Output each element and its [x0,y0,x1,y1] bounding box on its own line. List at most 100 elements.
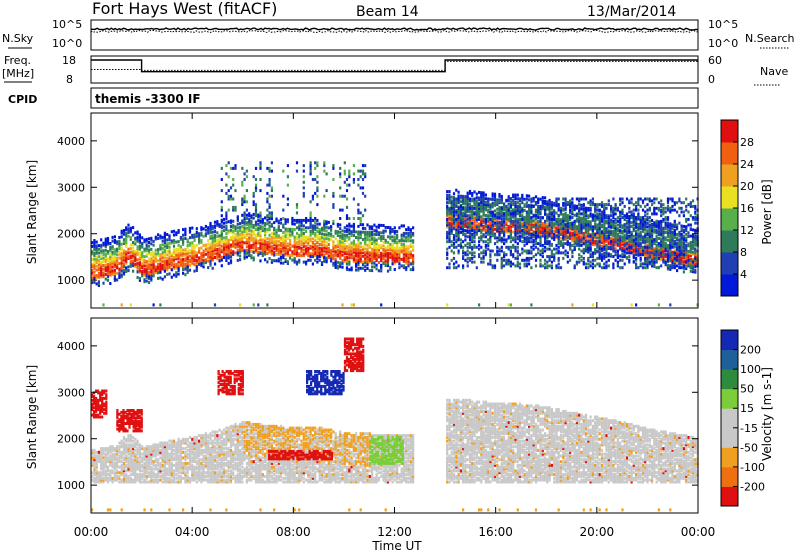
power-cell [141,258,144,262]
power-cell [141,264,144,268]
power-cell [548,264,551,268]
power-cell [491,234,494,238]
power-cell [448,214,451,218]
power-cell [489,221,492,225]
power-cell [578,243,581,247]
power-cell [539,238,542,242]
power-cell [623,236,626,240]
power-cell [452,262,456,266]
power-cell [487,214,490,218]
power-cell [493,194,497,198]
power-cell [491,201,494,205]
power-cell [473,245,476,249]
power-cell [564,197,567,201]
power-cell [154,237,157,241]
power-cell [316,175,319,179]
power-cell [348,175,351,179]
power-cell [523,232,526,236]
power-cell [484,201,487,205]
power-cell [305,226,308,230]
power-cell [389,255,392,259]
power-cell [282,236,285,240]
power-cell [341,233,344,237]
power-cell [605,203,608,207]
power-cell [509,224,512,228]
power-cell [607,214,610,218]
power-cell [603,209,606,213]
power-cell [225,191,228,195]
power-cell [254,235,258,239]
power-cell [327,243,330,247]
power-cell [336,243,339,247]
power-cell [466,245,469,249]
power-cell [612,208,615,212]
power-cell [254,220,258,224]
power-cell [512,243,515,247]
power-cell [179,258,182,262]
power-cell [571,201,574,205]
power-cell [584,238,588,241]
power-cell [518,197,522,201]
power-cell [361,223,365,227]
power-cell [225,245,228,249]
power-cell [284,231,287,235]
power-cell [635,262,638,266]
power-cell [184,237,187,240]
power-cell [598,223,601,227]
power-cell [209,223,212,227]
power-cell [182,248,185,252]
power-cell [534,236,538,240]
power-cell [573,264,576,268]
power-cell [325,251,328,255]
power-cell [512,245,515,249]
power-cell [471,199,474,203]
power-cell [446,201,449,205]
power-cell [484,235,487,239]
power-cell [393,259,396,263]
power-cell [295,235,299,239]
power-cell [179,236,182,239]
power-cell [368,251,371,255]
power-cell [198,234,201,238]
power-cell [364,232,367,236]
power-cell [229,259,233,263]
cpid-program: themis -3300 IF [95,92,201,106]
power-cell [471,206,474,210]
power-cell [336,260,339,264]
power-cell [607,252,610,256]
power-cell [277,228,280,232]
power-cell [402,252,405,256]
power-cell [229,261,233,265]
power-cell [489,207,492,210]
power-cell [188,268,192,272]
power-cell [172,244,176,248]
power-cell [157,264,160,268]
power-cell [489,232,492,236]
power-cell [150,266,153,270]
power-cell [359,252,362,256]
power-cell [534,210,538,214]
power-cell [402,266,405,270]
power-cell [143,273,146,277]
power-cell [261,219,264,223]
power-cell [557,214,560,218]
power-cell [512,208,515,212]
power-cell [393,226,396,230]
power-cell [569,201,572,205]
power-cell [407,233,410,237]
power-cell [259,217,262,220]
power-cell [587,247,590,251]
power-cell [129,262,132,266]
power-cell [612,239,615,243]
power-cell [603,224,606,228]
power-cell [284,249,287,253]
power-cell [603,212,606,216]
power-cell [352,247,355,250]
power-cell [578,203,581,207]
power-cell [446,221,449,225]
power-cell [557,221,560,225]
power-cell [600,215,604,218]
power-cell [236,245,239,248]
power-cell [364,172,367,176]
power-cell [143,238,146,242]
